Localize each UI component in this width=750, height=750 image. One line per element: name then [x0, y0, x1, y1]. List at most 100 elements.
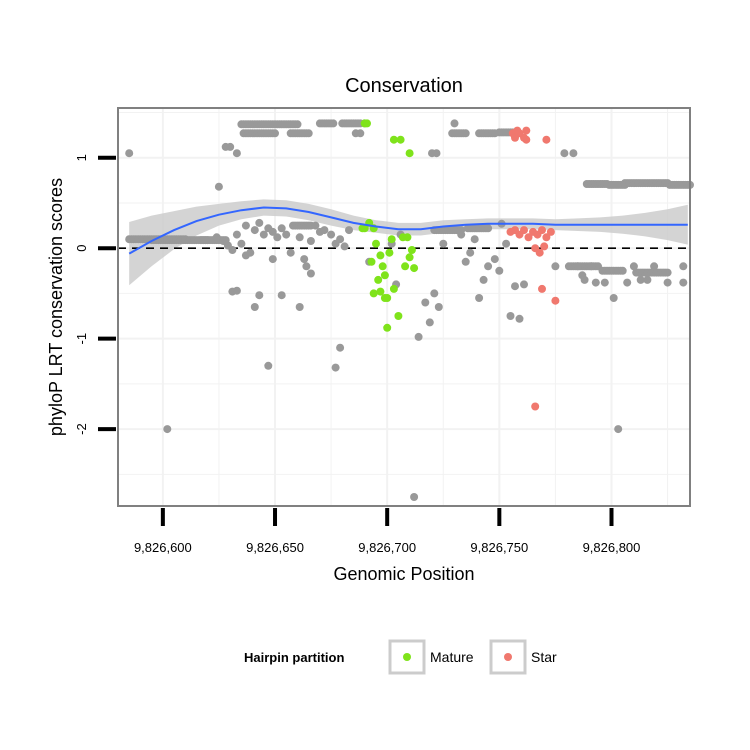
- other-point: [306, 269, 315, 278]
- mature-point: [410, 264, 419, 273]
- legend-label-mature: Mature: [430, 649, 474, 665]
- star-point: [520, 226, 528, 235]
- mature-point: [401, 262, 410, 271]
- other-point: [618, 266, 627, 275]
- other-point: [125, 149, 134, 158]
- mature-point: [403, 233, 412, 242]
- other-point: [623, 278, 632, 287]
- other-point: [663, 268, 672, 277]
- y-axis-title: phyloP LRT conservation scores: [46, 178, 66, 436]
- other-point: [479, 275, 488, 284]
- grid-lines: [118, 108, 690, 506]
- other-point: [214, 182, 223, 191]
- other-point: [569, 149, 578, 158]
- confidence-ribbon: [129, 199, 688, 286]
- y-tick-label: 0: [74, 245, 89, 252]
- other-point: [650, 262, 659, 271]
- mature-point: [394, 312, 403, 320]
- other-point: [560, 149, 569, 158]
- other-point: [250, 226, 259, 235]
- mature-point: [396, 135, 405, 144]
- other-point: [484, 262, 493, 271]
- other-point: [356, 129, 365, 138]
- other-point: [495, 266, 504, 275]
- mature-point: [376, 287, 385, 296]
- other-point: [163, 425, 172, 434]
- star-point: [538, 284, 546, 293]
- mature-point: [383, 294, 392, 302]
- other-point: [268, 255, 277, 264]
- other-point: [226, 142, 235, 151]
- other-point: [520, 280, 528, 289]
- other-point: [580, 275, 589, 284]
- other-point: [331, 363, 340, 372]
- other-point: [515, 314, 524, 323]
- other-point: [609, 294, 618, 302]
- other-point: [600, 278, 609, 287]
- star-point: [540, 242, 549, 251]
- chart-title: Conservation: [345, 75, 463, 97]
- other-point: [282, 230, 291, 239]
- smooth-curve-layer: [128, 206, 688, 255]
- star-point: [511, 133, 519, 142]
- x-axis-title: Genomic Position: [333, 564, 474, 584]
- y-tick-label: -2: [74, 423, 89, 435]
- mature-point: [376, 251, 385, 260]
- other-point: [320, 226, 329, 235]
- other-point: [470, 235, 479, 244]
- other-point: [340, 242, 349, 251]
- confidence-ribbon-layer: [129, 199, 688, 286]
- other-point: [277, 224, 286, 233]
- legend: Hairpin partition Mature Star: [244, 639, 557, 675]
- mature-point: [372, 239, 380, 248]
- other-point: [432, 149, 441, 158]
- star-point: [546, 227, 555, 236]
- other-point: [212, 233, 221, 242]
- mature-point: [380, 271, 389, 280]
- x-tick-label: 9,826,750: [470, 540, 528, 555]
- other-point: [237, 239, 246, 248]
- other-point: [300, 255, 309, 264]
- x-axis: 9,826,600 9,826,650 9,826,700 9,826,750 9,82…: [134, 508, 640, 555]
- mature-point: [389, 284, 398, 293]
- other-point: [511, 282, 519, 291]
- other-point: [277, 291, 286, 300]
- smooth-curve: [128, 206, 688, 255]
- other-point: [466, 248, 475, 257]
- x-tick-label: 9,826,800: [583, 540, 641, 555]
- other-point: [255, 218, 264, 227]
- other-point: [461, 257, 470, 266]
- other-point: [506, 312, 515, 320]
- other-point: [336, 343, 345, 352]
- other-point: [439, 239, 448, 248]
- other-point: [259, 230, 268, 239]
- other-point: [232, 286, 241, 295]
- other-point: [232, 149, 241, 158]
- mature-point: [374, 275, 383, 284]
- legend-dot-star: [504, 653, 512, 661]
- x-tick-label: 9,826,700: [358, 540, 416, 555]
- star-point: [542, 135, 551, 144]
- other-point: [327, 230, 336, 239]
- other-point: [551, 262, 560, 271]
- other-point: [679, 262, 688, 271]
- other-point: [271, 129, 279, 138]
- y-tick-label: -1: [74, 333, 89, 345]
- other-point: [573, 262, 582, 271]
- other-point: [241, 251, 250, 260]
- other-point: [414, 332, 423, 341]
- other-point: [502, 239, 511, 248]
- other-point: [250, 303, 259, 311]
- mature-point: [369, 289, 378, 298]
- other-point: [329, 119, 338, 128]
- mature-point: [405, 253, 414, 262]
- other-point: [273, 233, 282, 242]
- other-point: [421, 298, 430, 307]
- mature-point: [385, 248, 394, 257]
- other-point: [241, 221, 250, 230]
- star-point: [522, 126, 531, 135]
- mature-point: [407, 246, 416, 254]
- other-point: [336, 235, 345, 244]
- other-point: [306, 237, 315, 245]
- y-tick-label: 1: [74, 154, 89, 161]
